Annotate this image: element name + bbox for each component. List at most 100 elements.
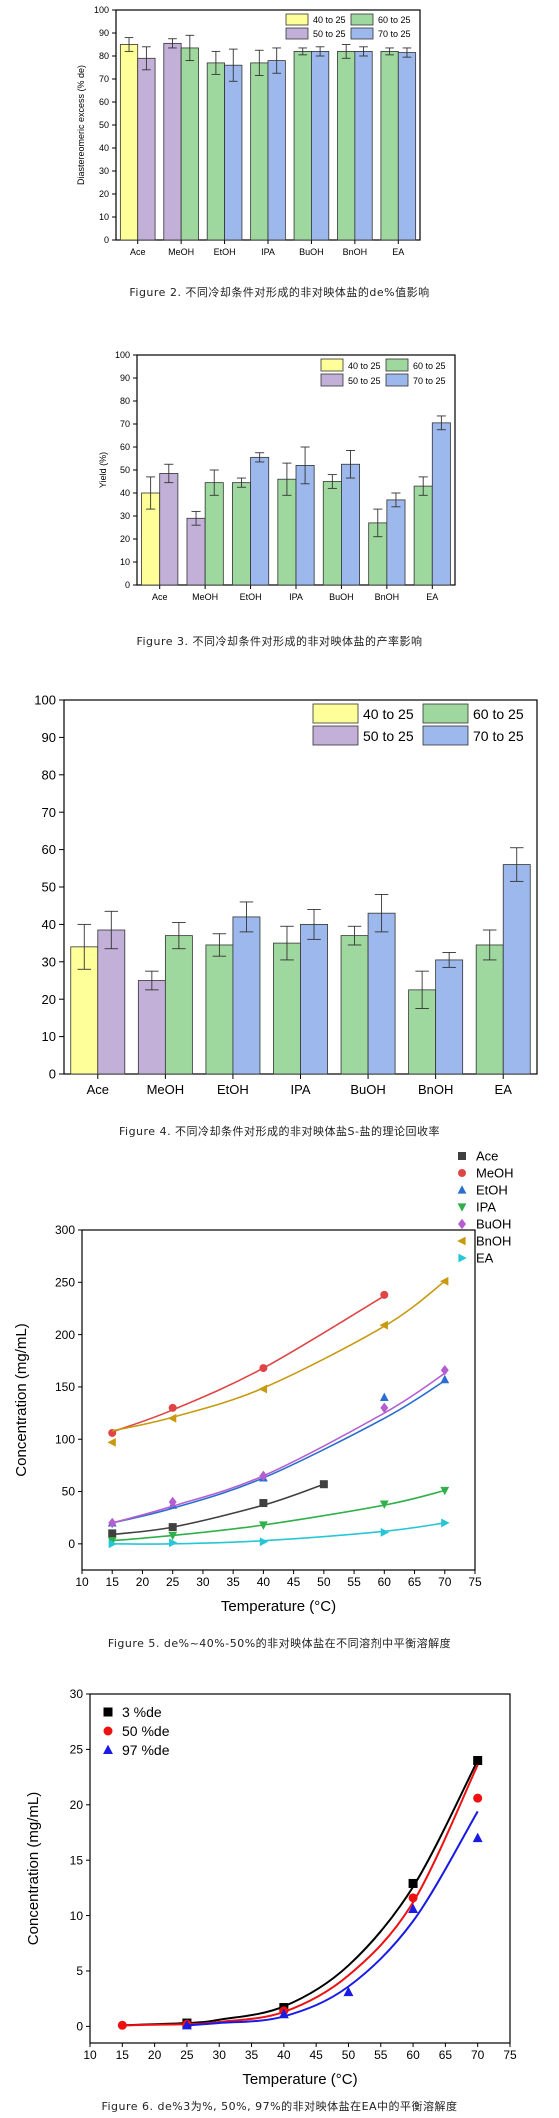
y-tick-label: 10 (42, 1029, 56, 1044)
legend-marker-ipa (457, 1203, 467, 1212)
figure-2-chart: 0 10 20 30 40 50 60 70 80 90 100 Diastereomeric exc… (76, 5, 421, 257)
y-tick-label: 100 (115, 350, 130, 360)
figure-2-caption: Figure 2. 不同冷却条件对形成的非对映体盐的de%值影响 (129, 286, 430, 299)
fit-curve-buoh (112, 1372, 446, 1524)
y-tick-label: 80 (120, 396, 130, 406)
bar-60-to-25 (250, 62, 269, 241)
legend-marker-meoh (458, 1169, 466, 1177)
bar-60-to-25 (206, 62, 225, 241)
legend-label-70-to-25: 70 to 25 (473, 728, 524, 744)
y-tick-label: 10 (99, 212, 109, 222)
y-axis-label: Concentration (mg/mL) (13, 1323, 30, 1476)
y-axis-label: Yield (%) (98, 452, 108, 488)
x-tick-label: BuOH (350, 1082, 385, 1097)
y-tick-label: 200 (55, 1328, 75, 1342)
figure-5: 10 15 20 25 30 35 40 45 50 55 60 65 70 75 0 50 100 150 200… (0, 1140, 559, 1660)
bar-70-to-25 (431, 422, 451, 586)
legend: 40 to 25 50 to 25 60 to 25 70 to 25 (285, 13, 411, 40)
data-point-bnoh (167, 1413, 177, 1423)
data-point-bnoh (258, 1384, 267, 1394)
legend-label-70-to-25: 70 to 25 (413, 376, 446, 386)
x-tick-label: EtOH (217, 1082, 249, 1097)
y-tick-label: 90 (120, 373, 130, 383)
fit-curve-ea (112, 1522, 445, 1545)
bar-60-to-25 (293, 51, 312, 241)
data-point-97-de (181, 2019, 192, 2030)
bar-60-to-25 (413, 485, 433, 586)
series-97-de (181, 1810, 483, 2030)
y-tick-label: 70 (42, 805, 56, 820)
x-tick-label: EtOH (214, 247, 236, 257)
x-tick-label: BnOH (375, 592, 400, 602)
bar-50-to-25 (97, 929, 126, 1075)
legend-swatch-60-to-25 (385, 358, 409, 372)
x-tick-label: 50 (342, 2048, 356, 2062)
y-tick-label: 10 (120, 557, 130, 567)
data-point-3-de (408, 1878, 418, 1888)
y-tick-label: 50 (120, 465, 130, 475)
x-tick-label: 10 (83, 2048, 97, 2062)
fit-curve-3-de (122, 1760, 479, 2027)
fit-curve-bnoh (112, 1280, 446, 1432)
data-point-meoh (380, 1290, 389, 1299)
bar-70-to-25 (267, 60, 286, 241)
bar-70-to-25 (354, 51, 373, 241)
legend-swatch-50-to-25 (312, 725, 359, 746)
legend-label-etoh: EtOH (476, 1183, 508, 1198)
x-tick-label: 55 (374, 2048, 388, 2062)
x-tick-label: 45 (309, 2048, 323, 2062)
legend-label-50-to-25: 50 to 25 (363, 728, 414, 744)
plot-frame (89, 1693, 511, 2044)
data-point-ipa (258, 1521, 268, 1530)
legend-label-meoh: MeOH (476, 1166, 514, 1181)
x-tick-label: 65 (439, 2048, 453, 2062)
data-point-ipa (440, 1486, 450, 1496)
x-tick-label: 20 (136, 1575, 150, 1589)
data-point-ace (259, 1499, 268, 1508)
bar-70-to-25 (311, 51, 330, 241)
figure-6-caption: Figure 6. de%3为%, 50%, 97%的非对映体盐在EA中的平衡溶… (101, 2100, 458, 2113)
legend-marker-ace (458, 1152, 466, 1160)
bar-60-to-25 (205, 944, 234, 1075)
y-tick-label: 0 (76, 2020, 83, 2034)
data-point-3-de (473, 1755, 483, 1765)
y-tick-label: 300 (55, 1223, 75, 1237)
data-point-ipa (107, 1537, 117, 1546)
legend-label-40-to-25: 40 to 25 (313, 15, 346, 25)
series-50-de (117, 1764, 483, 2030)
bar-60-to-25 (231, 482, 251, 586)
x-tick-label: BuOH (329, 592, 354, 602)
legend-swatch-70-to-25 (350, 27, 374, 40)
figure-5-chart: 10 15 20 25 30 35 40 45 50 55 60 65 70 75 0 50 100 150 200… (13, 1149, 514, 1615)
y-tick-label: 0 (49, 1067, 56, 1082)
figure-2: 0 10 20 30 40 50 60 70 80 90 100 Diastereomeric exc… (0, 0, 559, 305)
legend-label-50-to-25: 50 to 25 (313, 29, 346, 39)
figure-4-chart: 0 10 20 30 40 50 60 70 80 90 100 Ace MeOH EtOH IPA BuOH… (34, 693, 538, 1097)
figure-6-chart: 10 15 20 25 30 35 40 45 50 55 60 65 70 75 0 5 10 15 20 25 30… (25, 1687, 517, 2088)
bar-50-to-25 (186, 517, 206, 586)
series-ea (108, 1518, 450, 1549)
data-point-97-de (343, 1986, 354, 1997)
legend-label-50-to-25: 50 to 25 (348, 376, 381, 386)
figure-3: 0 10 20 30 40 50 60 70 80 90 100 Yield (%) Ace MeOH Et… (0, 345, 559, 650)
bar-60-to-25 (273, 942, 301, 1075)
legend-label-ipa: IPA (476, 1200, 496, 1215)
legend-marker-50-de (103, 1726, 113, 1736)
series-3-de (122, 1755, 483, 2028)
y-tick-label: 80 (42, 767, 56, 782)
legend-swatch-70-to-25 (422, 725, 469, 746)
fit-curve-50-de (122, 1764, 479, 2027)
legend-label-60-to-25: 60 to 25 (378, 15, 411, 25)
data-point-97-de (278, 2008, 289, 2019)
x-tick-label: IPA (261, 247, 275, 257)
y-tick-label: 70 (120, 419, 130, 429)
legend-label-bnoh: BnOH (476, 1234, 511, 1249)
data-point-50-de (408, 1893, 418, 1903)
y-tick-label: 15 (70, 1853, 84, 1867)
figure-6: 10 15 20 25 30 35 40 45 50 55 60 65 70 75 0 5 10 15 20 25 30… (0, 1678, 559, 2118)
x-tick-label: 15 (106, 1575, 120, 1589)
y-tick-label: 60 (42, 842, 56, 857)
legend-label-60-to-25: 60 to 25 (473, 706, 524, 722)
series-buoh (108, 1364, 449, 1529)
x-tick-label: 45 (287, 1575, 301, 1589)
